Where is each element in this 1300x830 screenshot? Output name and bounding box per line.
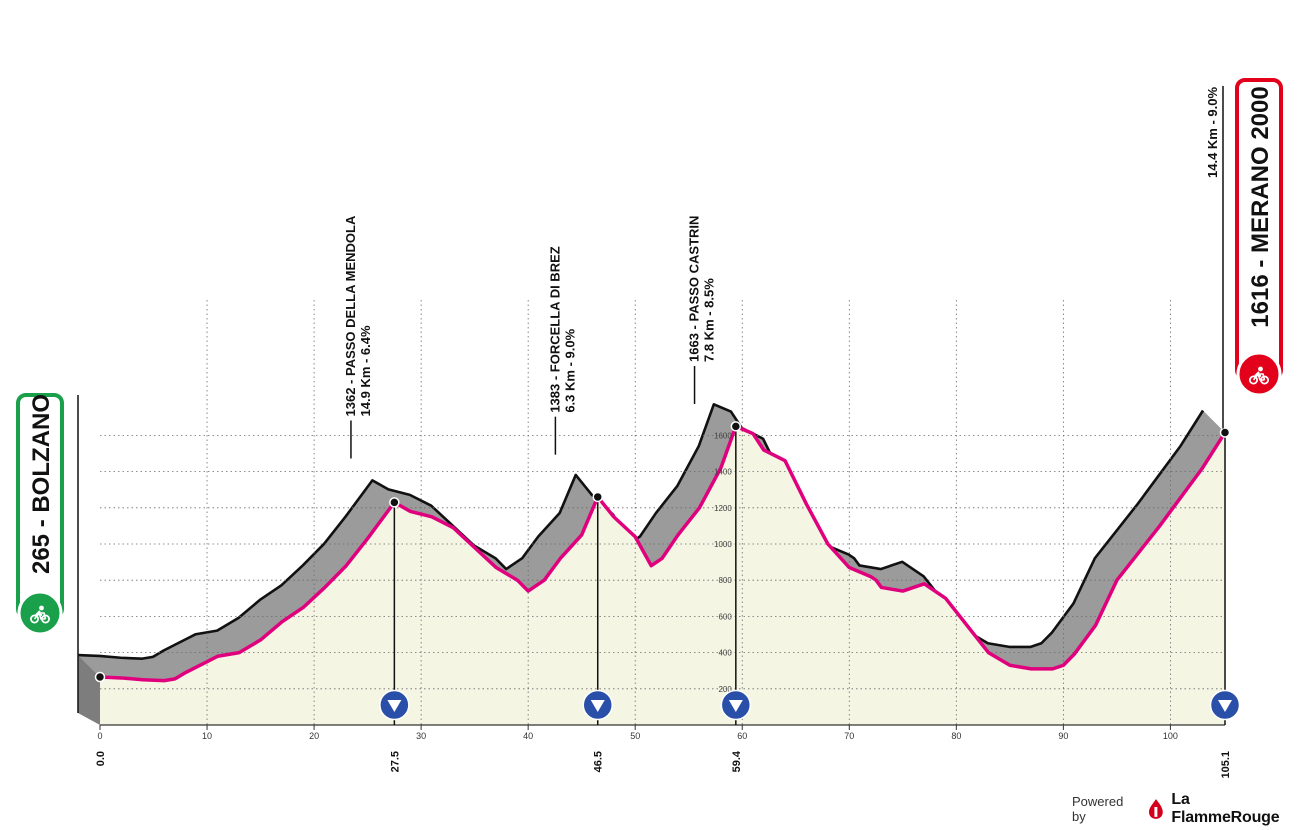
x-tick-label: 80 <box>951 731 961 741</box>
climb-name: 1663 - PASSO CASTRIN <box>687 216 702 362</box>
climb-label: 1383 - FORCELLA DI BREZ 6.3 Km - 9.0% <box>547 246 577 412</box>
finish-climb-stats: 14.4 Km - 9.0% <box>1205 87 1220 178</box>
x-tick-label: 0 <box>97 731 102 741</box>
finish-badge-text: 1616 - MERANO 2000 <box>1247 86 1274 327</box>
marker-dot <box>592 491 603 503</box>
climb-name: 1362 - PASSO DELLA MENDOLA <box>343 215 358 416</box>
climb-stats: 7.8 Km - 8.5% <box>702 278 717 362</box>
x-tick-label: 90 <box>1058 731 1068 741</box>
climb-stats: 6.3 Km - 9.0% <box>562 328 577 412</box>
flame-logo-icon <box>1148 799 1163 819</box>
marker-km-label: 105.1 <box>1220 751 1232 779</box>
profile-top-edge <box>77 403 1205 660</box>
profile-side-face <box>78 404 1225 681</box>
profile-line <box>98 424 1227 683</box>
marker-arrow <box>387 700 402 712</box>
altitude-tick-label: 1600 <box>714 431 732 440</box>
marker-arrow <box>1218 700 1232 712</box>
marker-dot <box>730 421 742 432</box>
profile-start-face <box>78 655 100 725</box>
marker-dot <box>94 671 106 683</box>
climb-stats: 14.9 Km - 6.4% <box>358 325 373 416</box>
altitude-tick-label: 1200 <box>714 504 732 513</box>
x-tick-label: 10 <box>202 731 212 741</box>
marker-km-label: 46.5 <box>593 751 605 772</box>
brand-text: La FlammeRouge <box>1171 791 1280 826</box>
x-tick-label: 20 <box>309 731 319 741</box>
marker-arrow <box>728 700 743 712</box>
x-tick-label: 100 <box>1163 731 1178 741</box>
finish-badge: 1616 - MERANO 2000 <box>1235 78 1283 397</box>
altitude-tick-label: 1400 <box>714 468 732 477</box>
marker-dot <box>1219 427 1231 438</box>
x-tick-label: 60 <box>737 731 747 741</box>
footer-credit: Powered by La FlammeRouge <box>1072 791 1300 826</box>
start-badge-text: 265 - BOLZANO <box>28 394 55 574</box>
powered-by-text: Powered by <box>1072 794 1124 824</box>
x-tick-label: 30 <box>416 731 426 741</box>
marker-arrow <box>590 700 605 712</box>
marker-km-label: 59.4 <box>731 750 743 772</box>
start-badge: 265 - BOLZANO <box>16 393 64 636</box>
altitude-tick-label: 600 <box>718 612 732 621</box>
climb-label: 1362 - PASSO DELLA MENDOLA 14.9 Km - 6.4% <box>343 215 373 416</box>
altitude-tick-label: 200 <box>718 685 732 694</box>
marker-km-label: 0.0 <box>95 751 107 766</box>
profile-front-face <box>100 426 1225 725</box>
x-tick-label: 70 <box>844 731 854 741</box>
x-tick-label: 50 <box>630 731 640 741</box>
altitude-tick-label: 1000 <box>714 540 732 549</box>
altitude-tick-label: 800 <box>718 576 732 585</box>
climb-name: 1383 - FORCELLA DI BREZ <box>547 246 562 412</box>
marker-km-label: 27.5 <box>389 751 401 772</box>
marker-dot <box>389 497 400 508</box>
climb-label: 1663 - PASSO CASTRIN 7.8 Km - 8.5% <box>687 216 717 362</box>
altitude-tick-label: 400 <box>718 649 732 658</box>
x-tick-label: 40 <box>523 731 533 741</box>
